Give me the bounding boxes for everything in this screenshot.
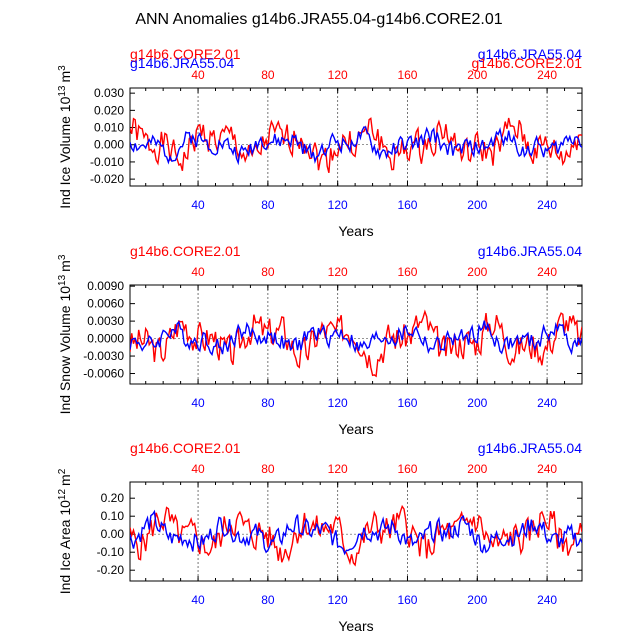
x-tick-label-bottom: 240: [537, 396, 557, 410]
x-tick-label-bottom: 120: [328, 396, 348, 410]
legend-core2: g14b6.CORE2.01: [130, 440, 241, 456]
chart-panel-3: -0.20 -0.10 0.00 0.10 0.20 40 80 120 160 200 240 40…: [57, 440, 583, 634]
y-tick-label: -0.020: [90, 172, 124, 186]
x-tick-label-top: 160: [397, 265, 417, 279]
y-tick-label: 0.0030: [87, 314, 124, 328]
series-line-core2: [130, 504, 582, 567]
x-tick-label-top: 120: [328, 462, 348, 476]
y-tick-label: 0.10: [101, 509, 125, 523]
legend-core2-overlap: g14b6.CORE2.01: [471, 55, 582, 71]
chart-panel-2: -0.0060 -0.0030 0.0000 0.0030 0.0060 0.0090 40…: [57, 243, 583, 437]
y-tick-label: 0.20: [101, 491, 125, 505]
x-tick-label-bottom: 120: [328, 198, 348, 212]
legend-jra55: g14b6.JRA55.04: [478, 46, 583, 62]
y-tick-label: 0.020: [94, 103, 124, 117]
chart-panel-1: -0.020 -0.010 0.000 0.010 0.020 0.030 40 80 120 1…: [57, 46, 583, 239]
x-tick-label-bottom: 200: [467, 396, 487, 410]
series-line-jra55: [130, 320, 582, 357]
y-tick-label: 0.030: [94, 86, 124, 100]
x-tick-label-bottom: 40: [191, 593, 205, 607]
x-tick-label-top: 160: [397, 68, 417, 82]
x-tick-label-bottom: 200: [467, 198, 487, 212]
x-tick-label-bottom: 80: [261, 396, 275, 410]
y-tick-label: 0.00: [101, 527, 125, 541]
x-tick-label-top: 200: [467, 265, 487, 279]
x-tick-label-bottom: 160: [397, 396, 417, 410]
x-tick-label-top: 80: [261, 462, 275, 476]
y-tick-label: -0.0030: [83, 349, 124, 363]
y-tick-label: 0.0090: [87, 279, 124, 293]
figure-title: ANN Anomalies g14b6.JRA55.04-g14b6.CORE2…: [135, 11, 502, 28]
y-tick-label: -0.20: [97, 563, 125, 577]
x-tick-label-bottom: 40: [191, 396, 205, 410]
x-tick-label-top: 200: [467, 462, 487, 476]
x-tick-label-bottom: 240: [537, 198, 557, 212]
x-tick-label-top: 80: [261, 68, 275, 82]
x-tick-label-top: 40: [191, 462, 205, 476]
legend-core2: g14b6.CORE2.01: [130, 243, 241, 259]
series-line-core2: [130, 117, 582, 173]
legend-jra55: g14b6.JRA55.04: [478, 243, 583, 259]
y-tick-label: -0.0060: [83, 367, 124, 381]
x-tick-label-bottom: 200: [467, 593, 487, 607]
x-tick-label-bottom: 120: [328, 593, 348, 607]
x-axis-label: Years: [338, 421, 373, 437]
x-tick-label-top: 40: [191, 265, 205, 279]
y-tick-label: 0.0060: [87, 297, 124, 311]
x-tick-label-top: 240: [537, 462, 557, 476]
legend-jra55-overlap: g14b6.JRA55.04: [130, 55, 235, 71]
x-tick-label-top: 240: [537, 265, 557, 279]
x-tick-label-top: 120: [328, 68, 348, 82]
panels: -0.020 -0.010 0.000 0.010 0.020 0.030 40 80 120 1…: [57, 46, 583, 634]
plot-frame: [129, 284, 583, 385]
x-tick-label-bottom: 160: [397, 593, 417, 607]
x-tick-label-bottom: 240: [537, 593, 557, 607]
x-axis-label: Years: [338, 618, 373, 634]
x-tick-label-bottom: 80: [261, 198, 275, 212]
x-axis-label: Years: [338, 223, 373, 239]
x-tick-label-bottom: 80: [261, 593, 275, 607]
x-tick-label-bottom: 160: [397, 198, 417, 212]
y-axis-label: Ind Ice Volume 1013m3: [57, 65, 74, 209]
series-line-jra55: [130, 509, 582, 556]
x-tick-label-top: 80: [261, 265, 275, 279]
x-tick-label-top: 40: [191, 68, 205, 82]
x-tick-label-top: 240: [537, 68, 557, 82]
x-tick-label-top: 120: [328, 265, 348, 279]
y-tick-label: -0.010: [90, 155, 124, 169]
y-axis-label: Ind Snow Volume 1013m3: [57, 254, 74, 414]
y-tick-label: 0.0000: [87, 332, 124, 346]
x-tick-label-top: 200: [467, 68, 487, 82]
series-line-jra55: [130, 126, 582, 166]
y-tick-label: -0.10: [97, 545, 125, 559]
legend-jra55: g14b6.JRA55.04: [478, 440, 583, 456]
legend-core2: g14b6.CORE2.01: [130, 46, 241, 62]
plot-frame: [129, 87, 583, 187]
x-tick-label-bottom: 40: [191, 198, 205, 212]
y-tick-label: 0.000: [94, 138, 124, 152]
y-axis-label: Ind Ice Area 1012m2: [57, 468, 74, 594]
x-tick-label-top: 160: [397, 462, 417, 476]
y-tick-label: 0.010: [94, 121, 124, 135]
